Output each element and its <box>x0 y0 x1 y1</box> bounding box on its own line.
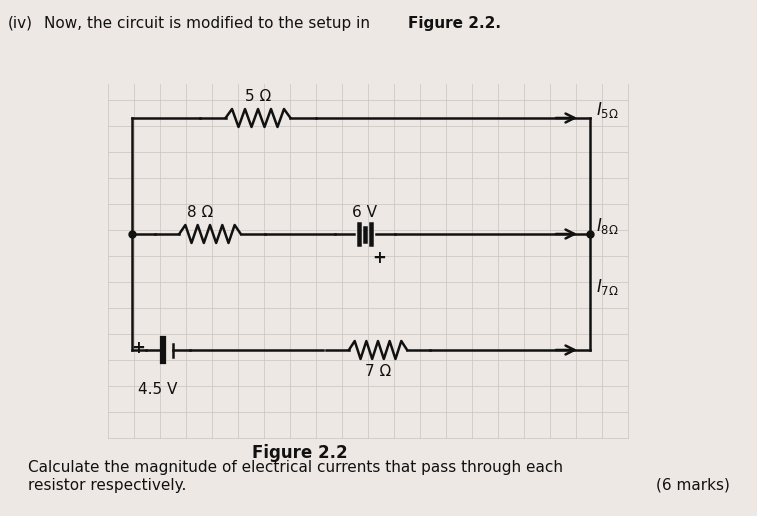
Text: (6 marks): (6 marks) <box>656 478 730 493</box>
Text: +: + <box>131 339 145 357</box>
Text: $I_{8\Omega}$: $I_{8\Omega}$ <box>596 216 618 236</box>
Text: resistor respectively.: resistor respectively. <box>28 478 186 493</box>
Text: $I_{5\Omega}$: $I_{5\Omega}$ <box>596 100 618 120</box>
Text: +: + <box>372 249 386 267</box>
Text: Now, the circuit is modified to the setup in: Now, the circuit is modified to the setu… <box>44 16 375 31</box>
Text: Calculate the magnitude of electrical currents that pass through each: Calculate the magnitude of electrical cu… <box>28 460 563 475</box>
Text: $I_{7\Omega}$: $I_{7\Omega}$ <box>596 277 618 297</box>
Text: Figure 2.2: Figure 2.2 <box>252 444 347 462</box>
Text: 8 Ω: 8 Ω <box>187 205 213 220</box>
Text: Figure 2.2.: Figure 2.2. <box>408 16 501 31</box>
Text: 7 Ω: 7 Ω <box>365 364 391 379</box>
Text: 5 Ω: 5 Ω <box>245 89 271 104</box>
Text: (iv): (iv) <box>8 16 33 31</box>
Text: 4.5 V: 4.5 V <box>139 382 178 397</box>
Text: 6 V: 6 V <box>353 205 378 220</box>
